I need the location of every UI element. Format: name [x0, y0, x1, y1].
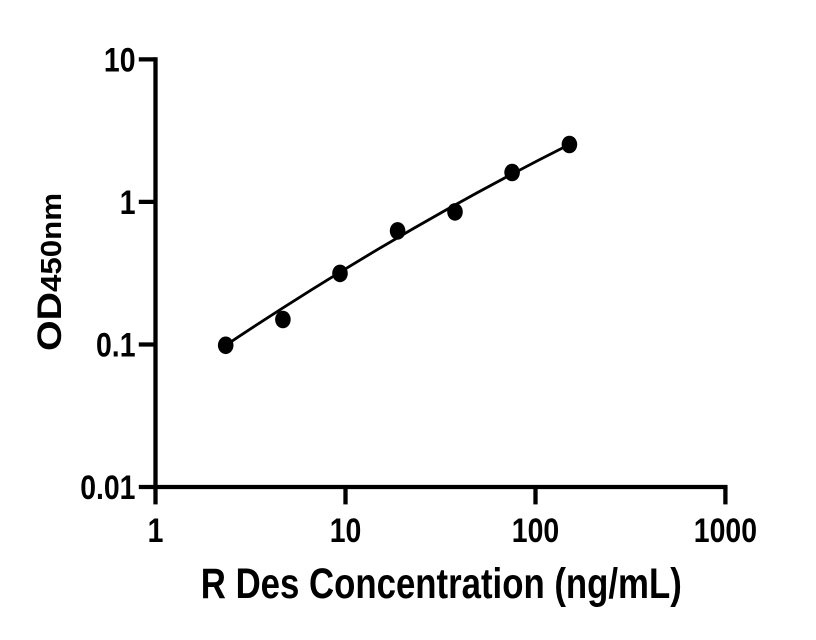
- svg-text:R Des Concentration (ng/mL): R Des Concentration (ng/mL): [201, 560, 682, 608]
- svg-text:10: 10: [104, 41, 136, 79]
- svg-text:1: 1: [120, 184, 136, 222]
- svg-text:1: 1: [148, 512, 164, 550]
- svg-text:0.1: 0.1: [96, 327, 136, 365]
- svg-text:1000: 1000: [694, 512, 757, 550]
- svg-text:0.01: 0.01: [80, 469, 135, 507]
- svg-text:100: 100: [512, 512, 559, 550]
- svg-text:10: 10: [330, 512, 362, 550]
- svg-text:450nm: 450nm: [36, 193, 68, 292]
- svg-text:OD: OD: [31, 292, 69, 351]
